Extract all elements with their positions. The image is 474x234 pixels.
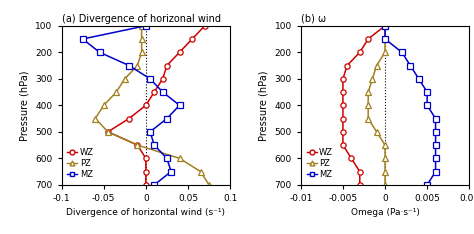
MZ xyxy=(416,77,421,80)
MZ xyxy=(424,104,430,107)
PZ xyxy=(382,170,388,173)
MZ xyxy=(147,130,153,133)
PZ xyxy=(370,77,375,80)
WZ xyxy=(357,170,363,173)
MZ xyxy=(97,51,102,54)
WZ xyxy=(340,144,346,146)
MZ xyxy=(147,77,153,80)
MZ xyxy=(164,117,170,120)
PZ xyxy=(365,91,371,93)
WZ xyxy=(143,170,149,173)
MZ xyxy=(151,144,157,146)
MZ xyxy=(143,24,149,27)
MZ xyxy=(80,38,85,40)
PZ xyxy=(122,77,128,80)
WZ xyxy=(340,77,346,80)
WZ xyxy=(357,51,363,54)
PZ xyxy=(135,144,140,146)
PZ xyxy=(206,183,212,186)
PZ xyxy=(365,104,371,107)
Y-axis label: Pressure (hPa): Pressure (hPa) xyxy=(20,70,30,141)
MZ xyxy=(433,117,438,120)
WZ xyxy=(340,91,346,93)
WZ xyxy=(365,38,371,40)
WZ xyxy=(177,51,182,54)
PZ xyxy=(382,144,388,146)
Line: WZ: WZ xyxy=(105,23,208,187)
WZ xyxy=(382,24,388,27)
MZ xyxy=(433,130,438,133)
PZ xyxy=(198,170,203,173)
PZ xyxy=(374,130,380,133)
WZ xyxy=(202,24,208,27)
PZ xyxy=(139,38,145,40)
PZ xyxy=(382,24,388,27)
Line: MZ: MZ xyxy=(383,23,438,187)
MZ xyxy=(399,51,405,54)
MZ xyxy=(424,183,430,186)
PZ xyxy=(113,91,119,93)
WZ xyxy=(143,157,149,160)
MZ xyxy=(433,144,438,146)
MZ xyxy=(177,104,182,107)
PZ xyxy=(105,130,111,133)
PZ xyxy=(101,104,107,107)
PZ xyxy=(374,64,380,67)
MZ xyxy=(424,91,430,93)
PZ xyxy=(92,117,98,120)
MZ xyxy=(151,183,157,186)
WZ xyxy=(348,157,354,160)
MZ xyxy=(164,157,170,160)
MZ xyxy=(168,170,174,173)
WZ xyxy=(164,64,170,67)
Line: PZ: PZ xyxy=(365,23,388,187)
PZ xyxy=(382,51,388,54)
WZ xyxy=(160,77,165,80)
PZ xyxy=(382,183,388,186)
Line: MZ: MZ xyxy=(80,23,182,187)
MZ xyxy=(433,157,438,160)
Text: (a) Divergence of horizonal wind: (a) Divergence of horizonal wind xyxy=(62,14,220,24)
X-axis label: Omega (Pa·s⁻¹): Omega (Pa·s⁻¹) xyxy=(351,208,419,217)
WZ xyxy=(143,183,149,186)
WZ xyxy=(189,38,195,40)
Text: (b) ω: (b) ω xyxy=(301,14,326,24)
PZ xyxy=(139,24,145,27)
WZ xyxy=(151,91,157,93)
Line: WZ: WZ xyxy=(340,23,388,187)
X-axis label: Divergence of horizontal wind (s⁻¹): Divergence of horizontal wind (s⁻¹) xyxy=(66,208,225,217)
WZ xyxy=(135,144,140,146)
PZ xyxy=(365,117,371,120)
MZ xyxy=(126,64,132,67)
WZ xyxy=(340,130,346,133)
MZ xyxy=(433,170,438,173)
PZ xyxy=(177,157,182,160)
Legend: WZ, PZ, MZ: WZ, PZ, MZ xyxy=(305,146,335,181)
PZ xyxy=(382,38,388,40)
PZ xyxy=(139,51,145,54)
Line: PZ: PZ xyxy=(93,23,212,187)
PZ xyxy=(382,157,388,160)
WZ xyxy=(105,130,111,133)
MZ xyxy=(160,91,165,93)
WZ xyxy=(143,104,149,107)
MZ xyxy=(382,24,388,27)
WZ xyxy=(340,104,346,107)
WZ xyxy=(344,64,350,67)
WZ xyxy=(357,183,363,186)
Y-axis label: Pressure (hPa): Pressure (hPa) xyxy=(259,70,269,141)
PZ xyxy=(135,64,140,67)
MZ xyxy=(408,64,413,67)
Legend: WZ, PZ, MZ: WZ, PZ, MZ xyxy=(66,146,96,181)
MZ xyxy=(382,38,388,40)
WZ xyxy=(126,117,132,120)
WZ xyxy=(340,117,346,120)
